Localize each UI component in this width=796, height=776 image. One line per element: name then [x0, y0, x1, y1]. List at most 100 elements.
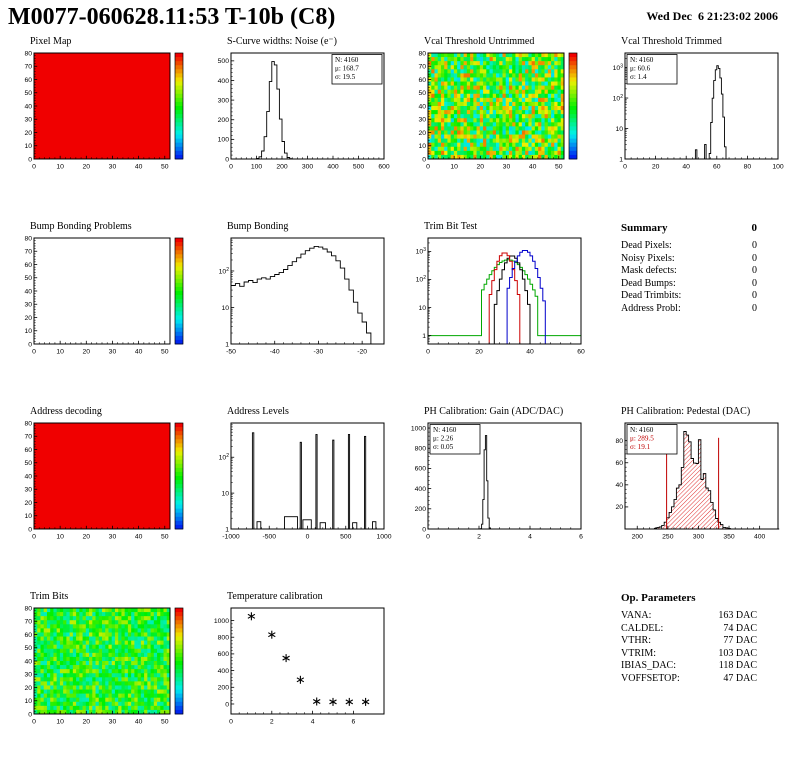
svg-text:40: 40 — [418, 103, 426, 110]
svg-text:80: 80 — [744, 164, 752, 171]
svg-text:0: 0 — [32, 719, 36, 726]
param-value: 163 DAC — [718, 610, 757, 621]
svg-text:200: 200 — [632, 534, 644, 541]
svg-text:70: 70 — [418, 64, 426, 71]
trim-bit-test-chart: 0 20 40 60 1 10 102 103 — [402, 233, 590, 357]
svg-text:80: 80 — [615, 438, 623, 445]
plot-vcal-threshold-untrimmed: Vcal Threshold Untrimmed 0 10 20 30 40 50 0 10 2… — [402, 36, 599, 221]
summary-value: 0 — [752, 302, 757, 314]
svg-text:N: 4160: N: 4160 — [630, 56, 654, 64]
svg-text:60: 60 — [24, 262, 32, 269]
svg-text:103: 103 — [416, 247, 427, 256]
address-decoding-chart: 0 10 20 30 40 50 0 10 20 30 40 50 60 70 80 — [8, 418, 196, 542]
summary-row: Dead Trimbits: 0 — [621, 290, 757, 303]
svg-text:60: 60 — [24, 632, 32, 639]
summary-value: 0 — [752, 265, 757, 276]
summary-row: Dead Bumps: 0 — [621, 278, 757, 291]
svg-text:20: 20 — [24, 500, 32, 507]
svg-text:60: 60 — [713, 164, 721, 171]
temperature-calibration-chart: 0 2 4 6 0 200 400 600 800 1000 — [205, 603, 393, 727]
svg-text:10: 10 — [24, 513, 32, 520]
summary-row: Address Probl: 0 — [621, 303, 757, 316]
svg-text:0: 0 — [28, 156, 32, 163]
svg-text:-50: -50 — [226, 349, 236, 356]
plot-trim-bit-test: Trim Bit Test 0 20 40 60 1 10 102 103 — [402, 221, 599, 406]
param-label: IBIAS_DAC: — [621, 660, 677, 671]
svg-text:103: 103 — [613, 63, 624, 71]
summary-block: Summary 0 Dead Pixels: 0 Noisy Pixels: 0 M… — [621, 222, 757, 315]
plot-scurve-noise: S-Curve widths: Noise (e⁻) 0 100 200 300 400… — [205, 36, 402, 221]
param-row: VOFFSETOP: 47 DAC — [621, 673, 757, 686]
param-value: 118 DAC — [718, 660, 757, 671]
svg-text:μ: 60.6: μ: 60.6 — [630, 65, 651, 73]
svg-text:20: 20 — [477, 164, 485, 171]
svg-text:0: 0 — [28, 341, 32, 348]
svg-text:1: 1 — [619, 156, 623, 163]
svg-text:102: 102 — [416, 275, 427, 284]
svg-text:2: 2 — [477, 534, 481, 541]
plot-vcal-threshold-trimmed: Vcal Threshold Trimmed 0 20 40 60 80 100 1 10 10… — [599, 36, 796, 221]
svg-text:600: 600 — [218, 651, 230, 658]
svg-text:400: 400 — [327, 164, 339, 171]
plot-temperature-calibration: Temperature calibration 0 2 4 6 0 200 400 600 80… — [205, 591, 402, 776]
svg-text:300: 300 — [302, 164, 314, 171]
svg-text:300: 300 — [693, 534, 705, 541]
svg-text:30: 30 — [109, 164, 117, 171]
svg-text:4: 4 — [528, 534, 532, 541]
svg-text:30: 30 — [109, 534, 117, 541]
svg-text:500: 500 — [218, 58, 230, 65]
plot-title: Trim Bit Test — [424, 221, 478, 232]
plot-title: Pixel Map — [30, 36, 72, 47]
svg-text:800: 800 — [415, 446, 427, 453]
svg-text:350: 350 — [723, 534, 735, 541]
svg-text:4: 4 — [311, 719, 315, 726]
param-value: 77 DAC — [723, 635, 757, 646]
svg-text:0: 0 — [28, 711, 32, 718]
svg-text:σ: 0.05: σ: 0.05 — [433, 443, 454, 451]
svg-text:0: 0 — [32, 534, 36, 541]
svg-text:100: 100 — [218, 137, 230, 144]
svg-text:10: 10 — [24, 698, 32, 705]
param-row: VTHR: 77 DAC — [621, 635, 757, 648]
svg-text:40: 40 — [615, 482, 623, 489]
plot-title: S-Curve widths: Noise (e⁻) — [227, 36, 337, 47]
svg-text:500: 500 — [340, 534, 352, 541]
plot-pixel-map: Pixel Map 0 10 20 30 40 50 0 10 20 30 40 50 60 70 80 — [8, 36, 205, 221]
svg-text:0: 0 — [225, 156, 229, 163]
svg-text:200: 200 — [276, 164, 288, 171]
svg-text:50: 50 — [161, 719, 169, 726]
svg-text:0: 0 — [229, 719, 233, 726]
bump-bonding-problems-chart: 0 10 20 30 40 50 0 10 20 30 40 50 60 70 80 — [8, 233, 196, 357]
svg-text:30: 30 — [109, 349, 117, 356]
svg-text:N: 4160: N: 4160 — [433, 426, 457, 434]
svg-text:50: 50 — [161, 164, 169, 171]
svg-text:80: 80 — [24, 235, 32, 242]
op-parameters-title: Op. Parameters — [621, 592, 696, 604]
op-parameters-panel: Op. Parameters VANA: 163 DAC CALDEL: 74 DA… — [599, 591, 796, 776]
svg-text:40: 40 — [529, 164, 537, 171]
svg-text:10: 10 — [56, 719, 64, 726]
svg-text:40: 40 — [24, 288, 32, 295]
svg-text:40: 40 — [682, 164, 690, 171]
svg-text:50: 50 — [24, 645, 32, 652]
svg-text:10: 10 — [418, 143, 426, 150]
address-levels-chart: -1000 -500 0 500 1000 1 10 102 — [205, 418, 393, 542]
svg-text:60: 60 — [418, 77, 426, 84]
summary-row: Dead Pixels: 0 — [621, 240, 757, 253]
plot-ph-gain: PH Calibration: Gain (ADC/DAC) 0 2 4 6 0 200 4… — [402, 406, 599, 591]
svg-text:200: 200 — [218, 117, 230, 124]
svg-text:70: 70 — [24, 249, 32, 256]
plot-bump-bonding-problems: Bump Bonding Problems 0 10 20 30 40 50 0 10 20 30… — [8, 221, 205, 406]
svg-text:50: 50 — [161, 349, 169, 356]
timestamp: Wed Dec 6 21:23:02 2006 — [646, 9, 778, 23]
svg-text:50: 50 — [24, 275, 32, 282]
summary-title: Summary — [621, 222, 668, 234]
svg-text:-40: -40 — [270, 349, 280, 356]
svg-text:0: 0 — [229, 164, 233, 171]
svg-text:40: 40 — [24, 658, 32, 665]
svg-text:μ: 168.7: μ: 168.7 — [335, 65, 359, 73]
plot-trim-bits: Trim Bits 0 10 20 30 40 50 0 10 20 30 40 50 60 70 80 — [8, 591, 205, 776]
svg-text:50: 50 — [555, 164, 563, 171]
svg-text:100: 100 — [772, 164, 784, 171]
